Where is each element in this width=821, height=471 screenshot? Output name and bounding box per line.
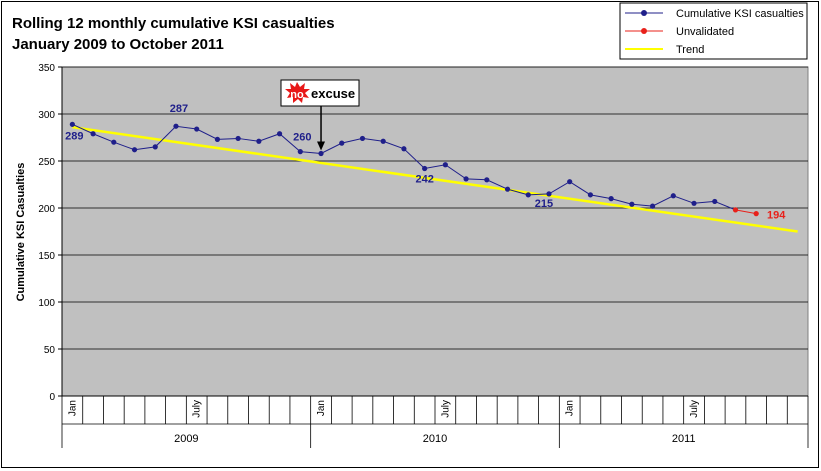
point-ksi [359,135,366,142]
y-tick-label: 300 [38,110,55,121]
legend-item-trend: Trend [625,44,704,56]
point-ksi [546,191,552,197]
point-ksi [194,126,200,132]
point-ksi [214,136,221,142]
x-month-label: July [689,400,700,418]
data-label: 194 [767,210,786,222]
legend-item-series: Cumulative KSI casualties [625,8,804,20]
point-ksi [401,146,407,152]
y-axis: 0 50 100 150 200 250 300 350 [38,63,63,403]
y-axis-label: Cumulative KSI Casualties [15,163,27,302]
point-unvalidated [753,211,759,217]
point-ksi [525,192,531,198]
x-month-label: Jan [316,400,327,416]
point-ksi [131,147,138,153]
gridlines [62,66,808,350]
y-tick-label: 50 [44,345,56,356]
legend-label-trend: Trend [676,44,704,56]
point-ksi [463,176,469,182]
legend: Cumulative KSI casualties Unvalidated Tr… [619,2,808,60]
y-tick-label: 150 [38,251,55,262]
y-tick-label: 250 [38,157,55,168]
point-ksi [422,165,428,172]
y-tick-label: 200 [38,204,55,215]
series-line-ksi [72,123,715,207]
point-ksi [649,203,656,209]
point-ksi [567,179,573,185]
no-excuse-annotation: no excuse [280,79,360,151]
annotation-excuse: excuse [311,86,355,101]
point-ksi [256,138,262,144]
x-month-label: Jan [565,400,576,416]
y-tick-label: 100 [38,298,55,309]
point-ksi [608,196,614,202]
data-label: 289 [65,130,83,142]
point-ksi [712,198,718,205]
data-label: 287 [170,103,188,115]
point-ksi [629,201,635,207]
point-ksi [318,150,324,157]
annotation-no: no [290,89,304,101]
data-labels: 289 287 260 242 215 194 [65,103,786,221]
point-ksi [380,138,386,144]
x-axis: Jan July Jan July Jan July 2009 2010 2011 [61,395,809,448]
point-ksi [152,144,158,150]
legend-label-series: Cumulative KSI casualties [676,8,804,20]
point-ksi [297,149,303,155]
y-tick-label: 0 [49,392,55,403]
x-month-label: July [440,400,451,418]
x-year-label: 2011 [672,433,696,445]
x-month-label: July [192,400,203,418]
x-year-label: 2010 [423,433,447,445]
trend-line [72,125,798,233]
legend-label-unvalidated: Unvalidated [676,26,734,38]
series-line-unvalidated [735,209,757,215]
point-ksi [111,139,117,145]
data-label: 242 [415,174,433,186]
series-layer [69,121,798,233]
x-month-label: Jan [67,400,78,416]
point-ksi [484,177,490,183]
point-ksi [276,131,283,137]
series-connector [714,200,736,211]
annotation-arrow-head [317,141,326,151]
x-year-label: 2009 [174,433,198,445]
plot-area [61,66,809,397]
chart-title-line1: Rolling 12 monthly cumulative KSI casual… [12,15,335,32]
point-ksi [504,186,511,192]
point-unvalidated [732,207,739,213]
y-tick-label: 350 [38,63,55,74]
point-ksi [442,162,448,168]
point-ksi [173,123,179,129]
legend-item-unvalidated: Unvalidated [625,26,734,38]
starburst-icon [285,82,310,103]
point-ksi [235,135,241,142]
data-label: 215 [535,198,553,210]
point-ksi [339,140,345,146]
chart-title-line2: January 2009 to October 2011 [12,36,224,53]
point-ksi [691,200,697,206]
point-ksi [670,193,676,199]
point-ksi [69,121,75,127]
point-ksi [90,131,96,137]
data-label: 260 [293,132,311,144]
point-ksi [587,192,594,198]
